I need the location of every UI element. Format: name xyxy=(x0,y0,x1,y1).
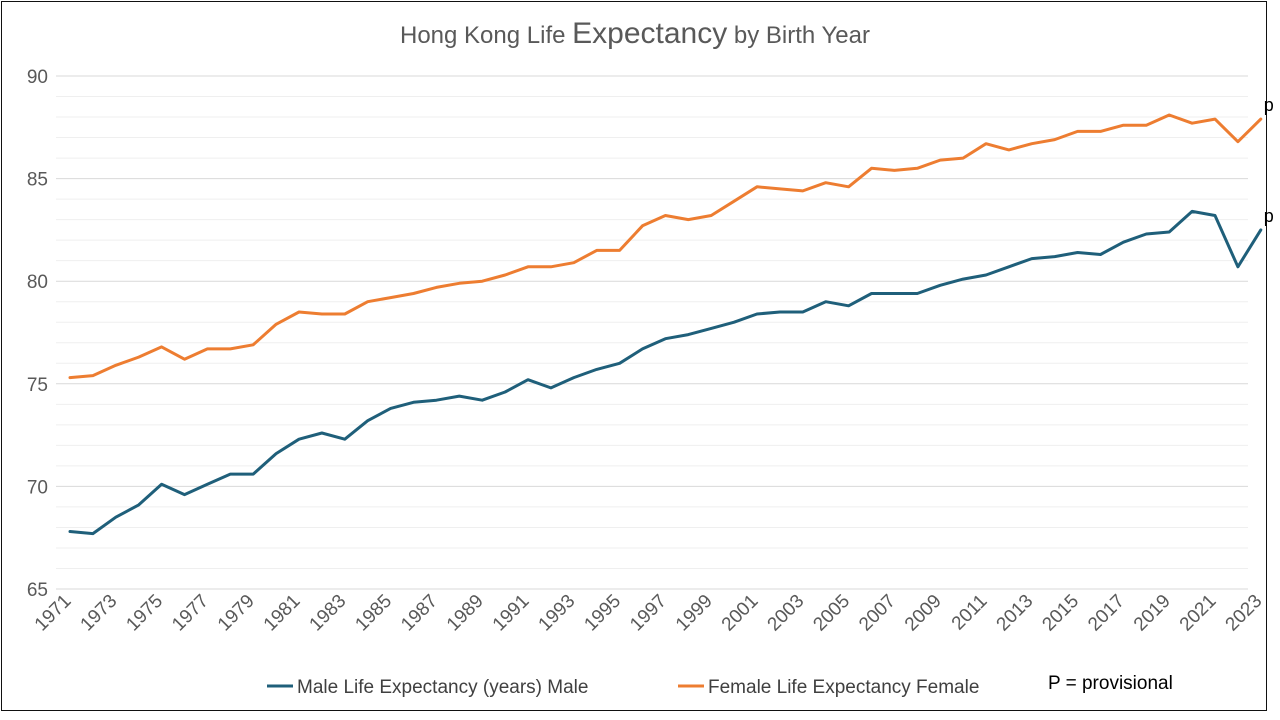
chart-title-part-2: Expectancy xyxy=(572,17,727,50)
x-tick-label: 1983 xyxy=(306,591,351,636)
chart-title-part-3: by Birth Year xyxy=(727,22,870,49)
y-tick-label: 85 xyxy=(27,170,48,191)
y-tick-label: 75 xyxy=(27,375,48,396)
x-tick-label: 1993 xyxy=(535,591,580,636)
provisional-marker-male: p xyxy=(1264,206,1274,226)
x-tick-label: 2009 xyxy=(901,591,946,636)
legend-label-female: Female Life Expectancy Female xyxy=(708,677,979,698)
x-tick-label: 2005 xyxy=(809,591,854,636)
x-tick-label: 1997 xyxy=(626,591,671,636)
y-tick-label: 65 xyxy=(27,580,48,601)
x-tick-label: 2019 xyxy=(1130,591,1175,636)
x-axis-ticks: 1971 1973 1975 1977 1979 1981 1983 1985 1987 1989… xyxy=(31,591,1267,636)
series-lines xyxy=(68,113,1263,536)
y-tick-label: 80 xyxy=(27,272,48,293)
legend-label-male: Male Life Expectancy (years) Male xyxy=(297,677,588,698)
x-tick-label: 2023 xyxy=(1222,591,1267,636)
series-line-male xyxy=(68,209,1263,536)
chart-title-part-1: Hong Kong Life xyxy=(400,22,572,49)
x-tick-label: 1987 xyxy=(397,591,442,636)
x-tick-label: 1979 xyxy=(214,591,259,636)
x-tick-label: 2015 xyxy=(1038,591,1083,636)
x-tick-label: 1991 xyxy=(489,591,534,636)
x-tick-label: 1985 xyxy=(351,591,396,636)
y-axis-ticks: 65 70 75 80 85 90 xyxy=(27,67,48,601)
provisional-marker-female: p xyxy=(1264,95,1274,115)
x-tick-label: 1975 xyxy=(122,591,167,636)
x-tick-label: 1995 xyxy=(580,591,625,636)
end-annotations: pp xyxy=(1264,95,1274,226)
x-tick-label: 1977 xyxy=(168,591,213,636)
series-line-female xyxy=(68,113,1263,380)
x-tick-label: 2021 xyxy=(1176,591,1221,636)
chart-title: Hong Kong Life Expectancy by Birth Year xyxy=(400,17,870,50)
x-tick-label: 1973 xyxy=(77,591,122,636)
x-tick-label: 1999 xyxy=(672,591,717,636)
x-tick-label: 2001 xyxy=(718,591,763,636)
x-tick-label: 1989 xyxy=(443,591,488,636)
grid-lines xyxy=(56,75,1248,590)
x-tick-label: 2017 xyxy=(1084,591,1129,636)
x-tick-label: 2007 xyxy=(855,591,900,636)
x-tick-label: 2013 xyxy=(993,591,1038,636)
provisional-note: P = provisional xyxy=(1048,673,1173,694)
x-tick-label: 2003 xyxy=(764,591,809,636)
legend: Male Life Expectancy (years) Male Female… xyxy=(267,673,1173,698)
y-tick-label: 70 xyxy=(27,477,48,498)
x-tick-label: 2011 xyxy=(948,591,992,635)
x-tick-label: 1981 xyxy=(260,591,305,636)
y-tick-label: 90 xyxy=(27,67,48,88)
